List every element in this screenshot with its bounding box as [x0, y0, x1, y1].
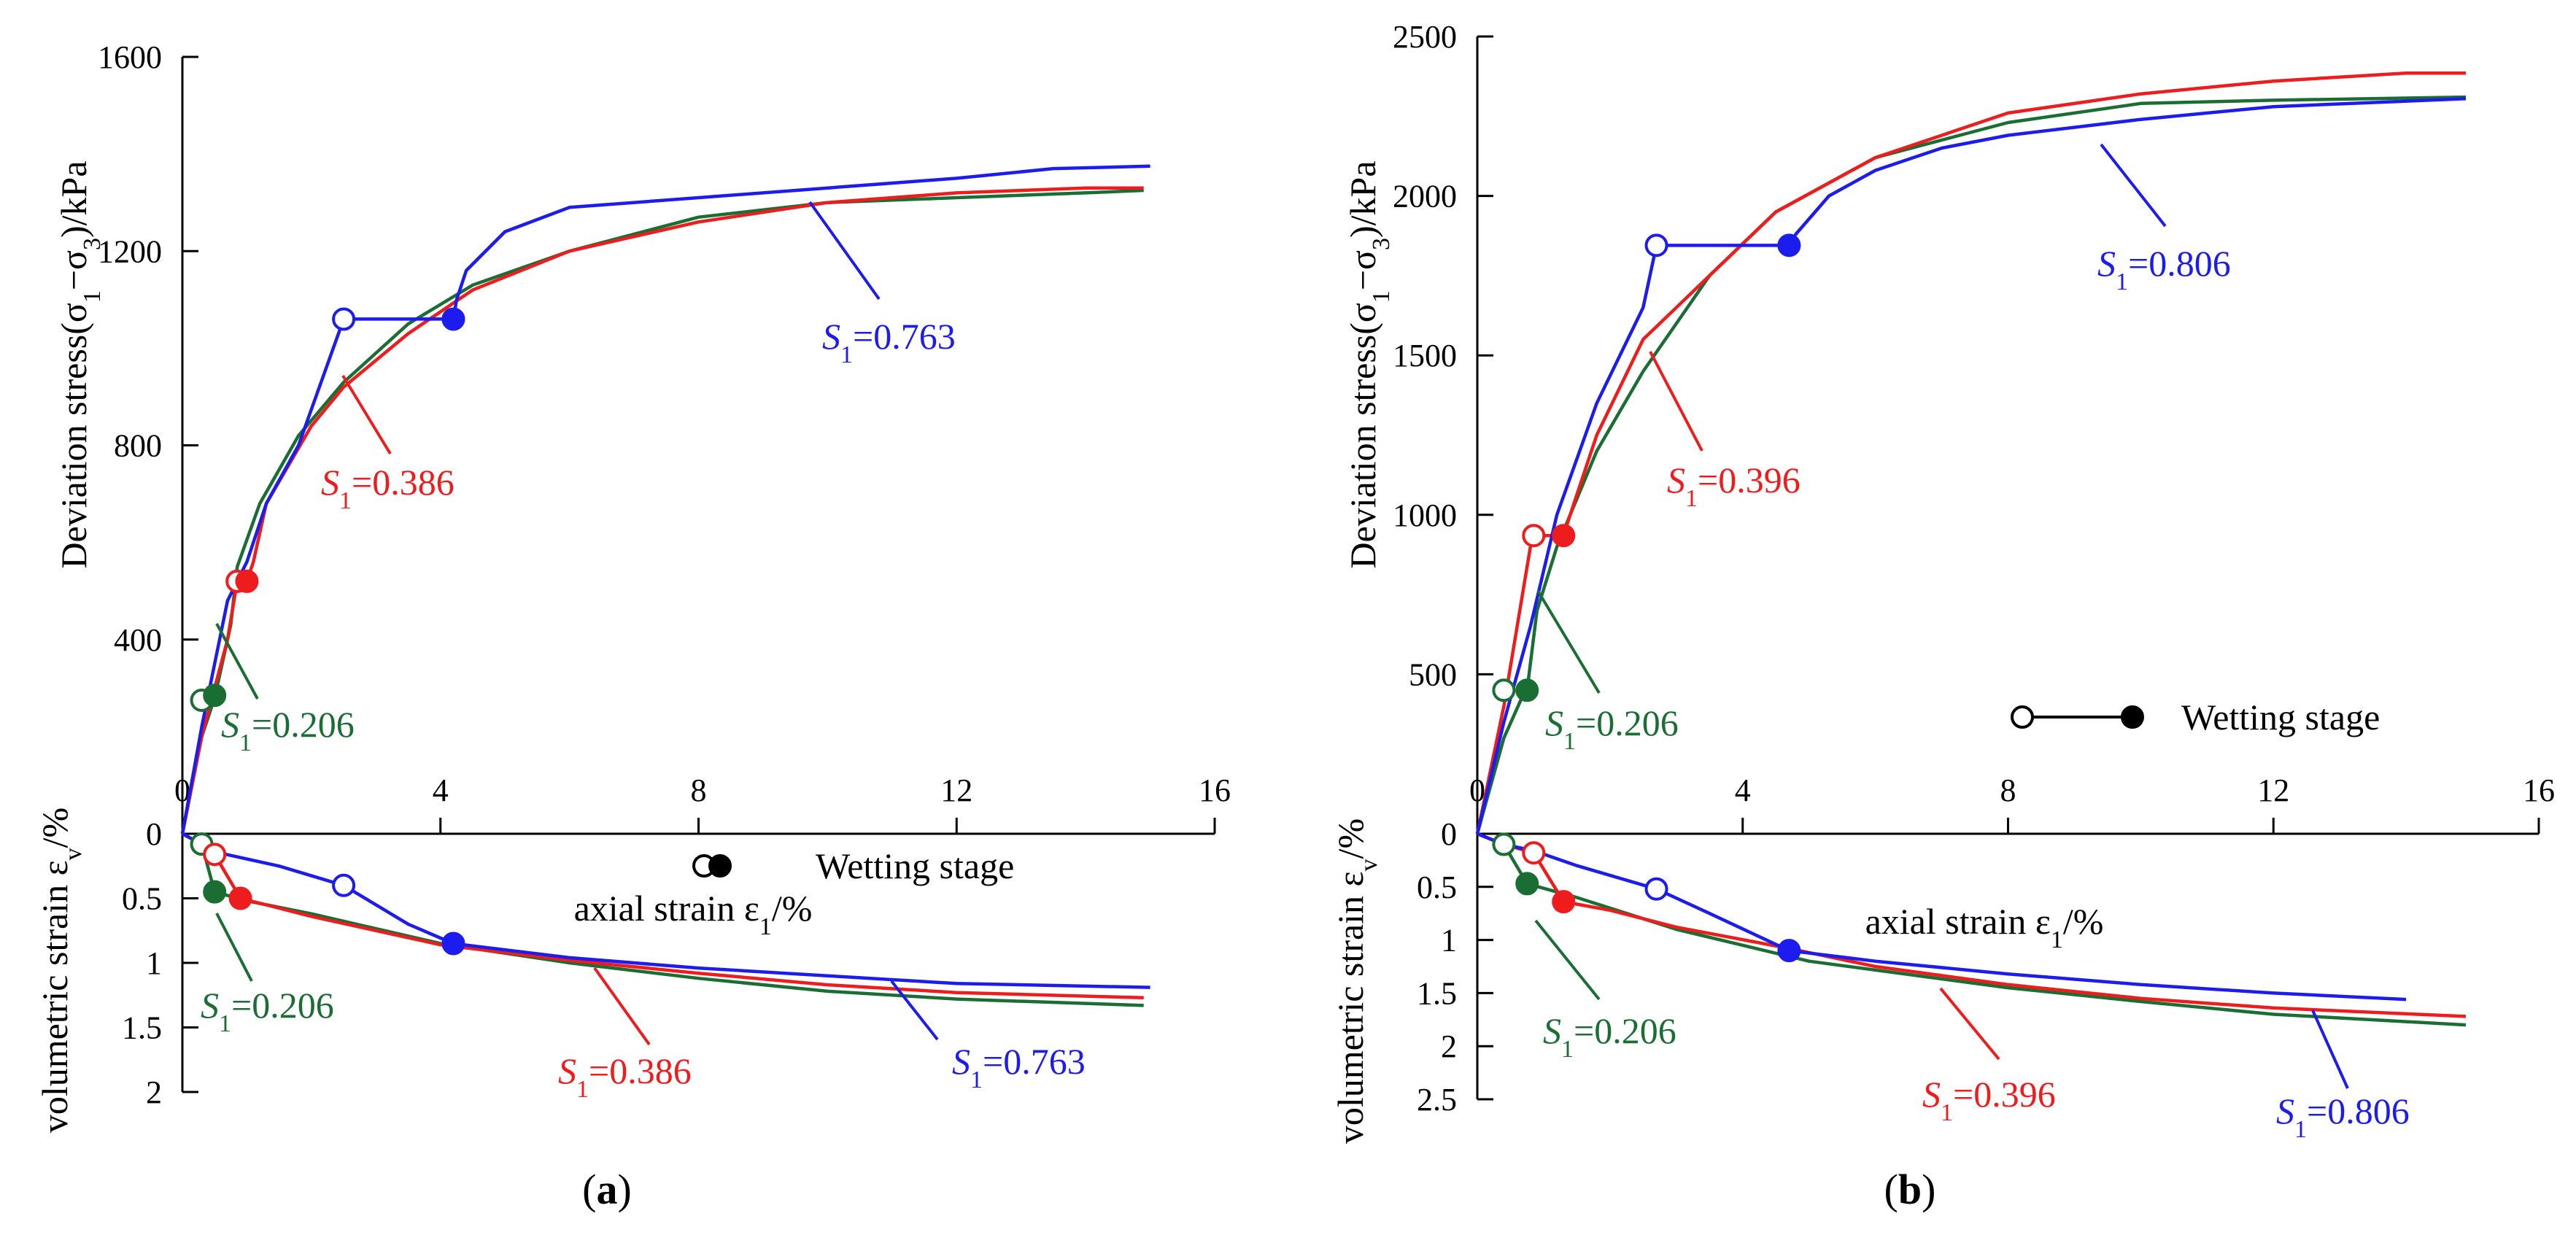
- stress-ytick-label: 2500: [1393, 19, 1457, 55]
- stress-axis-title: Deviation stress(σ1−σ3)/kPa: [53, 160, 106, 568]
- annotation-leader: [215, 913, 253, 982]
- annotation-b-stress-206: S1=0.206: [1545, 702, 1679, 755]
- stress-wetting-end-marker: [441, 307, 465, 331]
- vol-ytick-label: 1.5: [122, 1010, 162, 1046]
- volumetric-wetting-end-marker: [1552, 890, 1576, 914]
- vol-ytick-label: 0.5: [122, 881, 162, 917]
- x-tick-label: 8: [691, 772, 707, 808]
- vol-ytick-label: 2: [1441, 1029, 1457, 1064]
- stress-ytick-label: 800: [114, 428, 162, 464]
- x-axis-title: axial strain ε1/%: [1865, 901, 2104, 953]
- chart-panel-a: 400 800 1200 1600 0 4 8 12 16 0 0.5 1 1.5 2 Deviation …: [34, 39, 1231, 1213]
- annotation-a-stress-206: S1=0.206: [221, 704, 355, 756]
- volumetric-wetting-start-marker: [1492, 832, 1516, 856]
- legend: Wetting stage: [2011, 697, 2380, 737]
- legend-open-marker: [2011, 705, 2034, 729]
- stress-wetting-start-marker: [332, 307, 356, 331]
- stress-wetting-start-marker: [1644, 233, 1668, 257]
- annotation-a-stress-386: S1=0.386: [321, 462, 455, 514]
- volumetric-wetting-start-marker: [1644, 877, 1668, 901]
- panel-label: (a): [582, 1166, 632, 1213]
- annotation-a-stress-763: S1=0.763: [822, 316, 956, 368]
- chart-panel-b: 500 1000 1500 2000 2500 0 4 8 12 16 0 0.5 1 1.5 2 2.5 De…: [1330, 19, 2555, 1213]
- stress-axis-title: Deviation stress(σ1−σ3)/kPa: [1342, 160, 1395, 568]
- vol-ytick-label: 2.5: [1417, 1082, 1457, 1118]
- stress-ytick-label: 1000: [1393, 497, 1457, 533]
- vol-ytick-label: 0.5: [1417, 869, 1457, 905]
- annotation-b-vol-806: S1=0.806: [2276, 1091, 2410, 1143]
- panel-label: (b): [1884, 1166, 1936, 1213]
- x-tick-label: 16: [2523, 772, 2555, 808]
- vol-ytick-label: 1.5: [1417, 975, 1457, 1011]
- stress-wetting-end-marker: [1552, 524, 1576, 548]
- annotation-leader: [215, 623, 259, 700]
- annotation-b-stress-396: S1=0.396: [1667, 460, 1801, 512]
- stress-wetting-end-marker: [203, 683, 227, 708]
- annotation-leader: [1649, 351, 1703, 452]
- volumetric-wetting-end-marker: [203, 880, 227, 904]
- volumetric-wetting-start-marker: [332, 873, 356, 897]
- volumetric-line-S1=0.206: [1477, 832, 2467, 1027]
- stress-ytick-label: 1500: [1393, 338, 1457, 373]
- x-tick-label: 0: [174, 772, 190, 808]
- stress-wetting-end-marker: [1515, 678, 1539, 702]
- x-tick-label: 12: [2257, 772, 2289, 808]
- volumetric-axis-title: volumetric strain εv/%: [34, 807, 87, 1133]
- stress-ytick-label: 1200: [98, 233, 162, 269]
- stress-wetting-start-marker: [1522, 524, 1546, 548]
- annotation-b-vol-206: S1=0.206: [1543, 1010, 1676, 1063]
- stress-wetting-start-marker: [1492, 678, 1516, 702]
- annotation-leader: [1536, 589, 1601, 694]
- volumetric-wetting-end-marker: [1515, 872, 1539, 896]
- volumetric-wetting-start-marker: [1522, 841, 1546, 865]
- stress-wetting-end-marker: [235, 569, 259, 593]
- annotation-leader: [1534, 919, 1601, 1001]
- annotation-leader: [593, 967, 651, 1046]
- annotation-leader: [890, 980, 939, 1041]
- stress-ytick-label: 1600: [98, 39, 162, 75]
- legend-filled-marker: [2121, 705, 2144, 729]
- annotation-leader: [341, 374, 392, 455]
- vol-ytick-label: 1: [146, 945, 162, 981]
- x-tick-label: 0: [1469, 772, 1485, 808]
- x-axis-title: axial strain ε1/%: [574, 888, 813, 940]
- annotation-leader: [2311, 1010, 2349, 1089]
- annotation-a-vol-763: S1=0.763: [952, 1041, 1086, 1093]
- x-tick-label: 8: [2000, 772, 2016, 808]
- vol-ytick-label: 0: [1441, 816, 1457, 852]
- x-tick-label: 12: [940, 772, 972, 808]
- annotation-leader: [1939, 987, 2000, 1061]
- legend: Wetting stage: [692, 845, 1014, 886]
- annotation-a-vol-386: S1=0.386: [558, 1050, 692, 1103]
- annotation-b-vol-396: S1=0.396: [1922, 1074, 2056, 1126]
- volumetric-wetting-end-marker: [228, 886, 252, 910]
- axes-a: [181, 55, 1216, 1093]
- legend-label: Wetting stage: [816, 845, 1014, 886]
- x-tick-label: 4: [1735, 772, 1751, 808]
- legend-label: Wetting stage: [2181, 697, 2380, 737]
- volumetric-wetting-end-marker: [441, 932, 465, 956]
- volumetric-wetting-end-marker: [1777, 939, 1801, 963]
- x-tick-label: 16: [1199, 772, 1231, 808]
- legend-filled-marker: [708, 854, 732, 878]
- stress-wetting-end-marker: [1777, 233, 1801, 257]
- annotation-leader: [2100, 143, 2167, 228]
- vol-ytick-label: 0: [146, 816, 162, 852]
- volumetric-axis-title: volumetric strain εv/%: [1330, 818, 1382, 1144]
- stress-ytick-label: 400: [114, 622, 162, 658]
- annotation-leader: [808, 201, 881, 301]
- vol-ytick-label: 1: [1441, 923, 1457, 958]
- annotation-b-stress-806: S1=0.806: [2097, 243, 2231, 295]
- stress-ytick-label: 500: [1409, 657, 1457, 692]
- volumetric-wetting-start-marker: [203, 843, 227, 867]
- annotation-a-vol-206: S1=0.206: [201, 985, 334, 1037]
- stress-line-S1=0.386: [180, 186, 1144, 834]
- stress-ytick-label: 2000: [1393, 179, 1457, 214]
- x-tick-label: 4: [433, 772, 449, 808]
- vol-ytick-label: 2: [146, 1074, 162, 1110]
